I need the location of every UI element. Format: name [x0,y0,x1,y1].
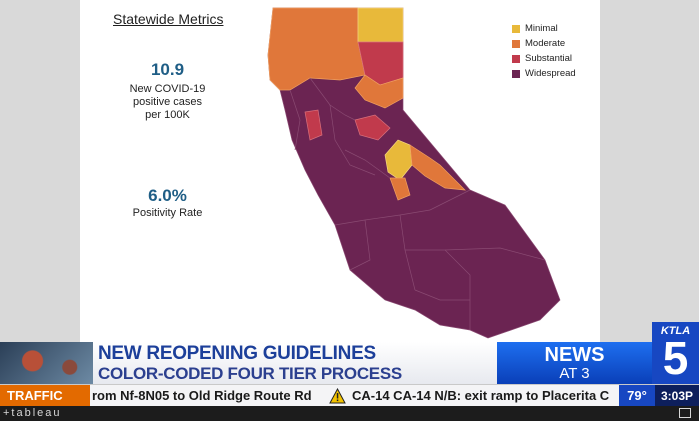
map-region-widespread [267,7,561,339]
news-ticker: TRAFFIC rom Nf-8N05 to Old Ridge Route R… [0,384,699,407]
legend-label: Substantial [525,53,573,64]
map-region-minimal-north [357,7,404,43]
legend-label: Minimal [525,23,558,34]
news-label: NEWS [544,344,605,366]
embed-footer: +tableau [0,406,699,421]
map-region-substantial-west [304,109,323,141]
tableau-brand: +tableau [3,407,62,419]
legend-swatch [512,69,520,78]
legend-item-substantial: Substantial [512,51,576,66]
warning-icon [329,388,346,404]
map-region-moderate-small [389,177,411,201]
positivity-label: Positivity Rate [132,207,203,219]
ticker-category-label: TRAFFIC [0,385,90,407]
station-call-letters: KTLA [660,325,691,337]
headline-secondary: COLOR-CODED FOUR TIER PROCESS [98,364,402,383]
ticker-text-secondary: CA-14 CA-14 N/B: exit ramp to Placerita … [352,388,610,403]
cases-value: 10.9 [150,60,185,79]
cases-label-line-3: per 100K [145,109,190,121]
ticker-text-primary: rom Nf-8N05 to Old Ridge Route Rd [92,388,312,403]
cases-label-line-1: New COVID-19 [129,83,206,95]
county-boundaries [289,77,546,330]
legend-item-moderate: Moderate [512,36,576,51]
legend-swatch [512,24,520,33]
map-legend: Minimal Moderate Substantial Widespread [512,21,576,81]
headline-primary: NEW REOPENING GUIDELINES [98,343,376,364]
legend-swatch [512,54,520,63]
news-at-3-badge: NEWS AT 3 [497,342,652,384]
virus-thumbnail [0,342,93,384]
cases-label-line-2: positive cases [132,96,203,108]
positivity-value: 6.0% [148,186,187,205]
clock-readout: 3:03P [655,385,699,407]
legend-swatch [512,39,520,48]
legend-label: Moderate [525,38,566,49]
map-region-moderate-north [267,7,366,91]
legend-label: Widespread [525,68,576,79]
map-region-moderate-sierra [409,144,466,191]
fullscreen-icon[interactable] [679,408,691,418]
map-region-moderate-mid [354,74,404,109]
california-tier-map [267,7,561,339]
map-region-substantial-mid [354,114,391,141]
legend-item-minimal: Minimal [512,21,576,36]
temperature-readout: 79° [619,385,655,407]
station-logo: KTLA 5 [652,322,699,384]
news-time-label: AT 3 [559,365,590,382]
slide-title: Statewide Metrics [113,11,224,27]
station-number: 5 [662,332,689,384]
legend-item-widespread: Widespread [512,66,576,81]
